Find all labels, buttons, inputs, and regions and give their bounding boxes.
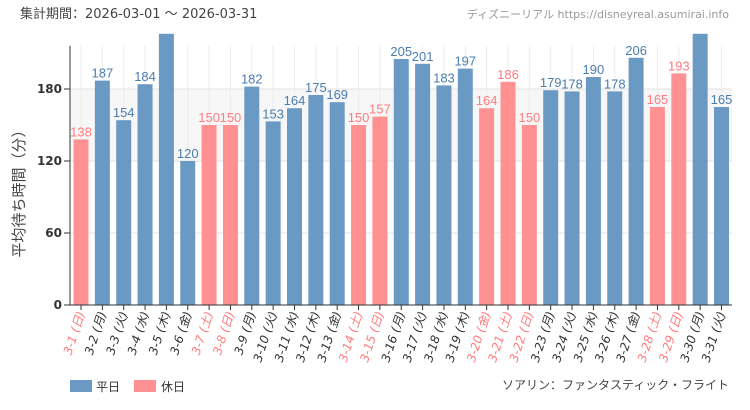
data-label: 164 (284, 93, 306, 108)
data-label: 164 (476, 93, 498, 108)
bar-3-22 (521, 125, 537, 305)
data-label: 138 (70, 124, 92, 139)
bar-3-7 (201, 125, 217, 305)
data-label: 165 (711, 92, 733, 107)
bar-3-6 (180, 161, 196, 305)
data-label: 150 (518, 110, 540, 125)
bar-3-5 (158, 33, 174, 306)
data-label: 178 (604, 76, 626, 91)
y-tick-label: 180 (37, 82, 62, 96)
bar-3-14 (351, 125, 367, 305)
data-label: 165 (647, 92, 669, 107)
bar-3-20 (479, 108, 495, 305)
y-axis-title: 平均待ち時間（分） (10, 122, 28, 257)
data-label: 183 (433, 70, 455, 85)
bar-3-30 (692, 33, 708, 306)
data-label: 182 (241, 72, 263, 87)
data-label: 186 (497, 67, 519, 82)
bar-3-2 (94, 80, 110, 305)
bar-3-8 (222, 125, 238, 305)
bar-3-3 (116, 120, 132, 305)
data-label: 178 (561, 76, 583, 91)
bar-3-29 (671, 73, 687, 306)
data-label: 201 (412, 49, 434, 64)
data-label: 197 (454, 54, 476, 69)
bar-3-23 (543, 90, 559, 305)
period-label: 集計期間：2026-03-01 ～ 2026-03-31 (20, 6, 257, 22)
bar-3-24 (564, 91, 580, 306)
legend-label-weekday: 平日 (96, 380, 120, 394)
bar-3-1 (73, 139, 89, 305)
y-tick-label: 0 (54, 298, 62, 312)
bar-3-26 (607, 91, 623, 306)
y-tick-label: 120 (37, 154, 62, 168)
legend: 平日 休日 (70, 380, 185, 394)
data-label: 150 (348, 110, 370, 125)
data-label: 150 (220, 110, 242, 125)
y-tick-label: 60 (45, 226, 62, 240)
bar-3-27 (628, 57, 644, 305)
bar-3-11 (287, 108, 302, 305)
data-label: 154 (113, 105, 135, 120)
bar-3-25 (585, 77, 601, 305)
watermark: ディズニーリアル https://disneyreal.asumirai.inf… (467, 7, 729, 21)
bar-3-19 (457, 68, 473, 305)
data-label: 175 (305, 80, 327, 95)
bar-3-28 (649, 107, 665, 305)
data-label: 187 (91, 66, 113, 81)
data-label: 179 (540, 75, 562, 90)
bar-3-9 (244, 86, 260, 305)
bar-3-13 (329, 102, 345, 305)
data-label: 190 (583, 62, 605, 77)
legend-swatch-holiday (134, 380, 156, 392)
bar-3-16 (393, 59, 409, 305)
data-label: 150 (198, 110, 220, 125)
bar-3-18 (436, 85, 452, 306)
bar-3-17 (415, 63, 431, 305)
data-label: 206 (625, 43, 647, 58)
legend-swatch-weekday (70, 380, 92, 392)
data-label: 153 (262, 106, 284, 121)
attraction-name: ソアリン：ファンタスティック・フライト (502, 378, 729, 392)
data-label: 120 (177, 146, 199, 161)
data-label: 184 (134, 69, 156, 84)
bar-3-4 (137, 84, 153, 305)
bar-3-15 (372, 116, 388, 305)
data-label: 169 (326, 87, 348, 102)
data-label: 193 (668, 58, 690, 73)
bar-3-10 (265, 121, 281, 306)
bar-3-21 (500, 81, 516, 305)
data-label: 205 (390, 44, 412, 59)
data-label: 157 (369, 102, 391, 117)
bar-3-31 (714, 107, 729, 305)
legend-label-holiday: 休日 (161, 380, 185, 394)
bar-3-12 (308, 95, 324, 305)
